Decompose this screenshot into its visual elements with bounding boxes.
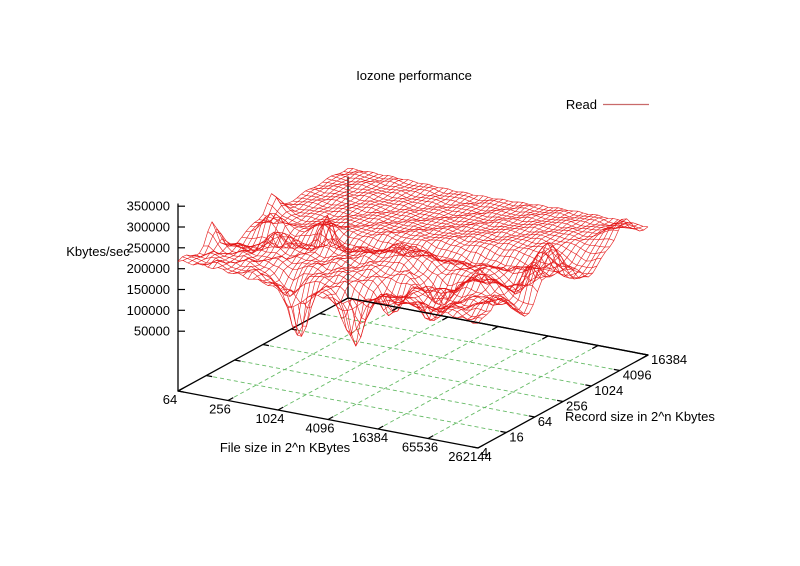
z-tick-label: 200000 [127,261,170,276]
x-tick-labels: 64 256 1024 4096 16384 65536 262144 [163,392,492,464]
chart-title: Iozone performance [356,68,472,83]
y-tick-label: 1024 [594,383,623,398]
y-tick-label: 4 [481,445,488,460]
z-tick-labels: 50000 100000 150000 200000 250000 300000 35000… [127,199,170,339]
legend-label: Read [566,97,597,112]
plot-generated-layers: 6425610244096163846553626214441664256102… [127,167,687,464]
z-tick-label: 100000 [127,303,170,318]
y-tick-label: 16 [509,430,523,445]
y-tick-label: 256 [566,399,588,414]
z-tick-label: 250000 [127,240,170,255]
x-tick-label: 65536 [402,440,438,455]
z-tick-label: 50000 [134,324,170,339]
y-tick-label: 64 [538,414,552,429]
x-tick-label: 262144 [448,449,491,464]
z-tick-label: 150000 [127,282,170,297]
x-tick-label: 64 [163,392,177,407]
base-border [177,297,649,449]
z-tick-label: 350000 [127,199,170,214]
x-tick-label: 1024 [256,411,285,426]
x-tick-label: 4096 [306,421,335,436]
x-tick-label: 16384 [352,430,388,445]
back-border-overlay [342,297,649,359]
z-axis-label: Kbytes/sec [66,244,130,259]
x-tick-label: 256 [209,402,231,417]
surface-mesh [177,167,649,347]
y-tick-label: 16384 [651,352,687,367]
y-tick-label: 4096 [623,368,652,383]
z-tick-label: 300000 [127,220,170,235]
x-axis-label: File size in 2^n KBytes [220,440,351,455]
base-grid [206,307,620,439]
legend: Read [566,97,649,112]
y-axis-label: Record size in 2^n Kbytes [565,409,715,424]
